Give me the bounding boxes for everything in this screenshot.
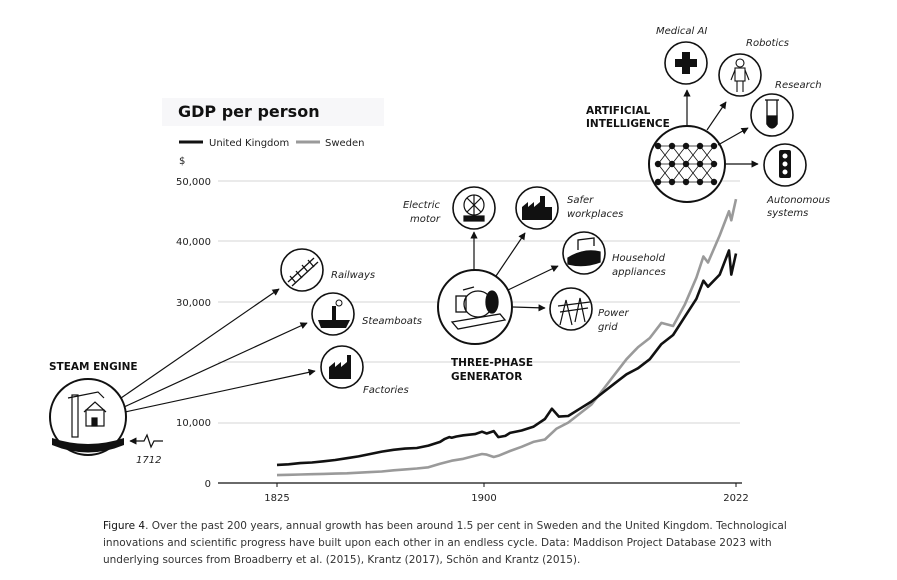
y-axis-unit: $: [179, 156, 185, 167]
generator-label-line2: GENERATOR: [451, 371, 522, 383]
robotics-label: Robotics: [746, 38, 789, 49]
railways-track-drawing: [287, 257, 319, 287]
arrow-to-research: [717, 127, 749, 146]
robot-drawing: [730, 58, 750, 92]
steamboat-drawing: [318, 299, 350, 328]
steam-engine-ground: [52, 438, 124, 453]
arrow-to-steamboats: [123, 322, 308, 408]
figure-caption: Figure 4. Over the past 200 years, annua…: [103, 518, 803, 569]
autonomous-systems-label-line2: systems: [767, 208, 808, 219]
electric-motor-label-line1: Electric: [403, 200, 441, 211]
y-tick-30000: 30,000: [176, 298, 211, 309]
autonomous-systems-label-line1: Autonomous: [766, 195, 830, 206]
ai-label-line1: ARTIFICIAL: [586, 105, 651, 117]
arrow-to-factories: [124, 368, 316, 413]
x-tick-2022: 2022: [723, 493, 748, 504]
generator-annotation: THREE-PHASE GENERATOR Electric motor Saf…: [403, 186, 666, 383]
generator-icon: [437, 269, 513, 345]
arrow-to-power-grid: [512, 304, 546, 312]
household-appliances-label-line2: appliances: [612, 267, 666, 278]
research-label: Research: [775, 80, 822, 91]
steam-engine-drawing: [67, 391, 107, 438]
generator-drawing: [450, 286, 507, 330]
y-tick-50000: 50,000: [176, 177, 211, 188]
arrow-to-railways: [120, 288, 280, 399]
electric-motor-drawing: [463, 194, 485, 222]
figure-caption-label: Figure 4: [103, 520, 146, 532]
y-tick-labels: 0 10,000 30,000 40,000 50,000: [176, 177, 211, 490]
year-1712-marker-icon: [129, 433, 163, 449]
title-background: [162, 98, 384, 126]
household-appliance-drawing: [567, 237, 601, 267]
figure-caption-text: . Over the past 200 years, annual growth…: [103, 520, 787, 566]
neural-network-nodes: [654, 142, 718, 186]
power-grid-label-line1: Power: [598, 308, 629, 319]
railways-label: Railways: [331, 270, 375, 281]
steam-engine-annotation: STEAM ENGINE 1712 Railways Steamboats: [49, 248, 422, 466]
test-tube-drawing: [765, 99, 779, 129]
household-appliances-label-line1: Household: [612, 253, 666, 264]
arrow-to-household-appliances: [507, 265, 559, 291]
ai-annotation: ARTIFICIAL INTELLIGENCE Medical AI Robot…: [586, 26, 830, 219]
medical-cross-shape: [675, 52, 697, 74]
year-1712-label: 1712: [136, 455, 161, 466]
x-tick-labels: 1825 1900 2022: [264, 493, 748, 504]
gdp-chart: GDP per person United Kingdom Sweden $ 0…: [49, 26, 830, 504]
series-line-sweden: [276, 198, 738, 477]
steam-engine-label: STEAM ENGINE: [49, 361, 138, 373]
safer-workplaces-label-line2: workplaces: [567, 209, 623, 220]
x-tick-1900: 1900: [471, 493, 496, 504]
ai-label-line2: INTELLIGENCE: [586, 118, 670, 130]
series-line-uk: [276, 249, 738, 467]
generator-label-line1: THREE-PHASE: [451, 357, 533, 369]
x-tick-1825: 1825: [264, 493, 289, 504]
arrow-to-robotics: [706, 101, 727, 131]
traffic-light-drawing: [779, 150, 791, 178]
x-ticks: [276, 483, 737, 487]
factory-drawing: [329, 355, 351, 379]
research-test-tube-icon: [750, 93, 794, 137]
y-tick-0: 0: [205, 479, 211, 490]
power-grid-drawing: [557, 297, 591, 326]
power-grid-icon: [549, 287, 593, 331]
legend-label-sweden: Sweden: [325, 138, 365, 149]
legend-label-uk: United Kingdom: [209, 138, 289, 149]
factories-label: Factories: [363, 385, 409, 396]
y-tick-40000: 40,000: [176, 237, 211, 248]
power-grid-label-line2: grid: [598, 322, 618, 333]
safer-workplaces-drawing: [522, 196, 552, 220]
steamboats-label: Steamboats: [362, 316, 422, 327]
chart-title: GDP per person: [178, 102, 320, 121]
y-tick-10000: 10,000: [176, 418, 211, 429]
robot-icon: [718, 53, 762, 97]
arrow-to-safer-workplaces: [495, 232, 526, 277]
railways-icon: [280, 248, 324, 292]
medical-ai-label: Medical AI: [656, 26, 707, 37]
safer-workplaces-label-line1: Safer: [567, 195, 594, 206]
electric-motor-label-line2: motor: [410, 214, 441, 225]
